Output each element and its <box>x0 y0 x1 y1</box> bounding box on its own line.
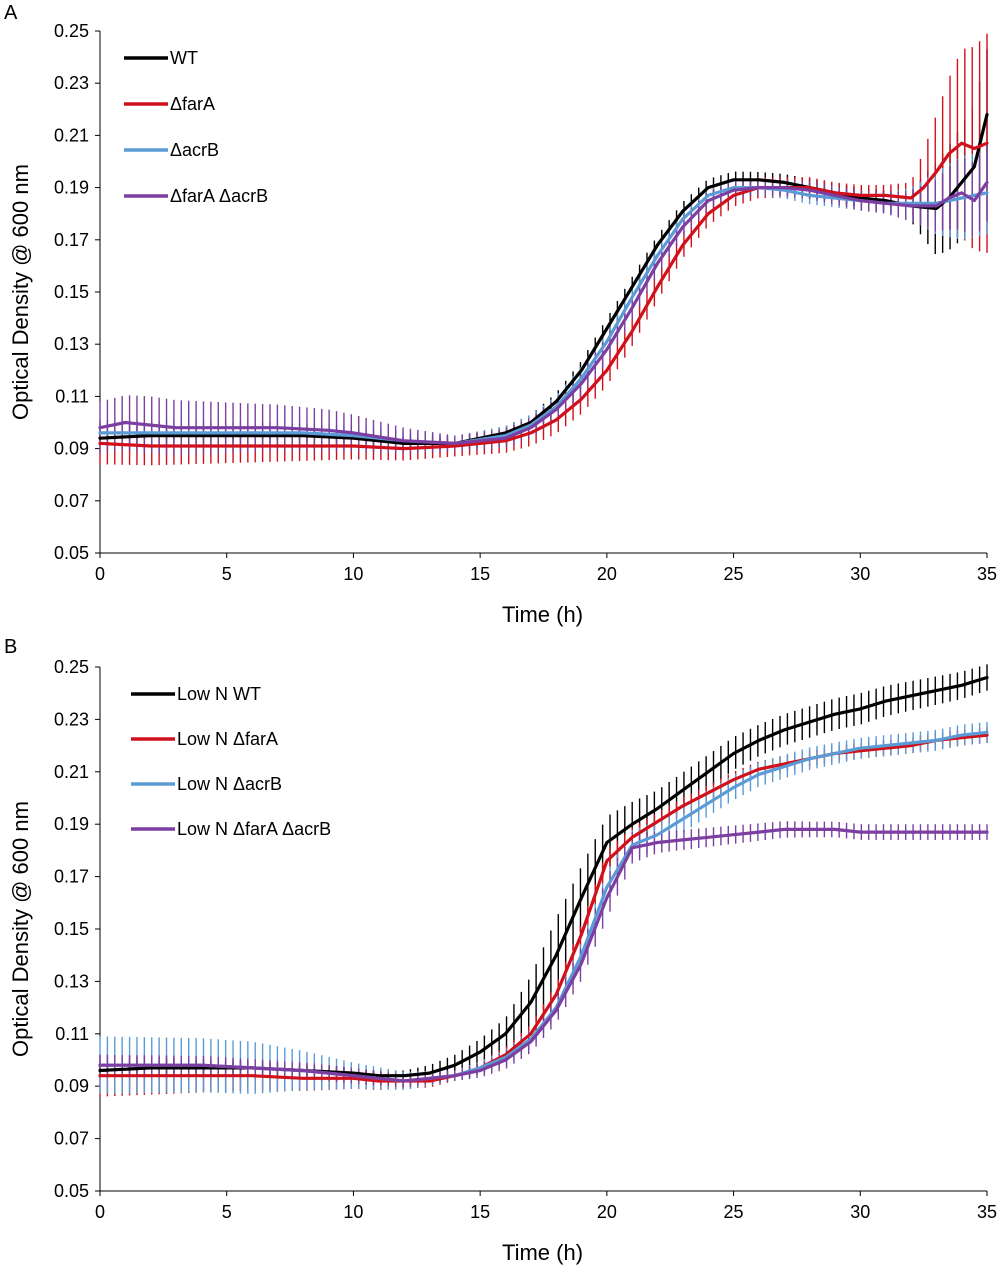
panel-a-chart: 0.05 0.07 0.09 0.11 0.13 0.15 0.17 0.19 0.21 0.23… <box>8 21 997 627</box>
panel-b-legend-label-2: Low N ΔacrB <box>177 774 282 794</box>
panel-b-y-tick-label: 0.23 <box>54 709 89 729</box>
panel-a-y-tick-label: 0.19 <box>54 178 89 198</box>
panel-a-x-tick-label: 30 <box>850 564 870 584</box>
panel-a-legend-label-2: ΔacrB <box>170 140 219 160</box>
panel-a-x-tick-label: 15 <box>470 564 490 584</box>
panel-a-y-tick-label: 0.11 <box>55 386 89 406</box>
panel-a-series-line-0 <box>98 112 989 445</box>
panel-b-x-tick-label: 20 <box>597 1202 617 1222</box>
panel-a-series-0-error-bars <box>99 49 988 449</box>
panel-label-b: B <box>4 636 18 658</box>
panel-a-legend-label-0: WT <box>170 48 198 68</box>
panel-a-y-tick-label: 0.13 <box>54 334 89 354</box>
panel-b-y-tick-label: 0.21 <box>54 762 89 782</box>
panel-a-y-axis-title: Optical Density @ 600 nm <box>8 164 33 420</box>
panel-a-x-tick-label: 25 <box>724 564 744 584</box>
panel-b-y-tick-label: 0.13 <box>54 971 89 991</box>
panel-b-y-tick-label: 0.05 <box>54 1181 89 1201</box>
panel-a-x-tick-label: 0 <box>95 564 105 584</box>
panel-b-series-line-1 <box>98 733 989 1083</box>
panel-b-y-tick-label: 0.15 <box>54 919 89 939</box>
panel-a-y-tick-label: 0.09 <box>54 439 89 459</box>
panel-b-x-tick-label: 15 <box>470 1202 490 1222</box>
panel-b-series-line-3 <box>98 827 989 1083</box>
panel-b-legend: Low N WT Low N ΔfarA Low N ΔacrB Low N Δfar… <box>131 684 331 839</box>
panel-b-series-line-0 <box>98 675 989 1078</box>
panel-a-y-tick-label: 0.05 <box>54 543 89 563</box>
panel-a-y-tick-label: 0.07 <box>54 491 89 511</box>
panel-a-y-tick-label: 0.15 <box>54 282 89 302</box>
panel-a-legend: WT ΔfarA ΔacrB ΔfarA ΔacrB <box>124 48 268 206</box>
panel-b-y-axis-title: Optical Density @ 600 nm <box>8 801 33 1057</box>
panel-label-a: A <box>4 2 18 24</box>
panel-b-x-tick-label: 5 <box>222 1202 232 1222</box>
panel-b-legend-label-1: Low N ΔfarA <box>177 729 278 749</box>
panel-a-x-axis-title: Time (h) <box>502 602 583 627</box>
panel-a-x-tick-label: 20 <box>597 564 617 584</box>
panel-b-y-tick-label: 0.11 <box>55 1024 89 1044</box>
panel-a-y-tick-label: 0.21 <box>54 125 89 145</box>
panel-b-x-tick-label: 0 <box>95 1202 105 1222</box>
panel-b-x-tick-label: 10 <box>343 1202 363 1222</box>
panel-b-y-tick-label: 0.17 <box>54 867 89 887</box>
panel-a-legend-label-3: ΔfarA ΔacrB <box>170 186 268 206</box>
panel-b-y-tick-label: 0.09 <box>54 1076 89 1096</box>
panel-a-x-tick-label: 35 <box>977 564 997 584</box>
panel-b-y-tick-label: 0.25 <box>54 657 89 677</box>
panel-a-x-tick-label: 10 <box>343 564 363 584</box>
panel-b-legend-label-3: Low N ΔfarA ΔacrB <box>177 819 331 839</box>
panel-b-y-tick-label: 0.19 <box>54 814 89 834</box>
panel-a-legend-label-1: ΔfarA <box>170 94 215 114</box>
panel-b-x-tick-label: 35 <box>977 1202 997 1222</box>
panel-a-series-1-error-bars <box>99 33 988 466</box>
panel-a-y-tick-label: 0.17 <box>54 230 89 250</box>
panel-a-series-line-1 <box>98 141 989 451</box>
panel-a-y-tick-label: 0.25 <box>54 21 89 41</box>
panel-b-x-axis-title: Time (h) <box>502 1240 583 1265</box>
panel-b-x-tick-label: 25 <box>724 1202 744 1222</box>
panel-b-legend-label-0: Low N WT <box>177 684 261 704</box>
panel-a-x-tick-label: 5 <box>222 564 232 584</box>
panel-b-x-tick-label: 30 <box>850 1202 870 1222</box>
panel-a-y-tick-label: 0.23 <box>54 73 89 93</box>
panel-a-series-line-3 <box>98 180 989 445</box>
panel-b-y-tick-label: 0.07 <box>54 1129 89 1149</box>
panel-b-chart: 0.05 0.07 0.09 0.11 0.13 0.15 0.17 0.19 0.21 0.23… <box>8 657 997 1265</box>
